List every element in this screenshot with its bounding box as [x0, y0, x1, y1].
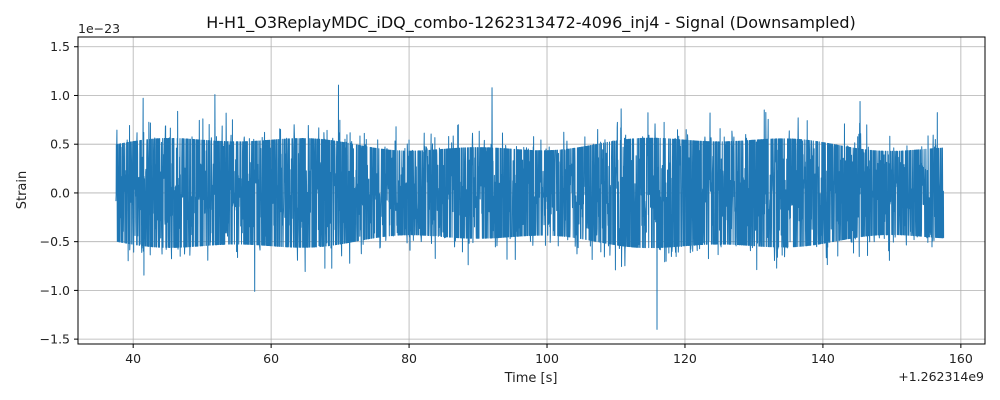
x-tick-label: 160: [949, 351, 973, 366]
y-tick-label: −1.5: [40, 332, 70, 347]
signal-series: [115, 84, 945, 330]
x-tick-label: 100: [535, 351, 559, 366]
y-axis-label: Strain: [15, 171, 30, 210]
chart-title: H-H1_O3ReplayMDC_iDQ_combo-1262313472-40…: [206, 13, 856, 33]
x-tick-label: 120: [673, 351, 697, 366]
y-tick-label: 0.5: [50, 137, 70, 152]
y-tick-label: 0.0: [50, 185, 70, 200]
x-tick-label: 60: [263, 351, 279, 366]
x-tick-label: 80: [401, 351, 417, 366]
y-tick-label: 1.0: [50, 88, 70, 103]
x-axis-ticks: 40 60 80 100 120 140 160: [125, 344, 973, 366]
signal-line: [115, 84, 945, 330]
x-axis-label: Time [s]: [504, 371, 558, 386]
y-scale-label: 1e−23: [78, 21, 120, 36]
x-offset-label: +1.262314e9: [898, 369, 984, 384]
y-tick-label: −1.0: [40, 283, 70, 298]
y-tick-label: 1.5: [50, 39, 70, 54]
y-axis-ticks: −1.5 −1.0 −0.5 0.0 0.5 1.0 1.5: [40, 39, 78, 347]
plot-frame: [77, 36, 986, 345]
x-tick-label: 40: [125, 351, 141, 366]
x-tick-label: 140: [811, 351, 835, 366]
y-tick-label: −0.5: [40, 234, 70, 249]
